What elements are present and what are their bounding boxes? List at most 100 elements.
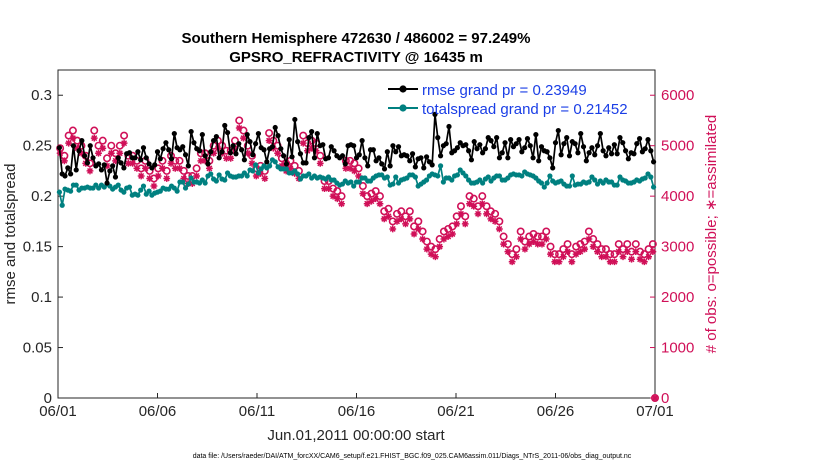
obs-possible-point: [648, 240, 657, 249]
rmse-point: [331, 148, 337, 154]
obs-assimilated-point: [564, 248, 571, 256]
totalspread-point: [586, 179, 592, 185]
y-tick-label: 0.1: [31, 289, 52, 306]
rmse-point: [107, 168, 113, 174]
obs-assimilated-point: [581, 245, 589, 253]
rmse-point: [645, 137, 651, 143]
obs-possible-point: [448, 222, 457, 231]
rmse-point: [589, 145, 595, 151]
footer-data-file: data file: /Users/raeder/DAI/ATM_forcXX/…: [193, 453, 632, 460]
obs-assimilated-point: [427, 250, 435, 258]
totalspread-point: [208, 171, 214, 177]
obs-possible-point: [491, 209, 500, 218]
line-series: [56, 111, 657, 208]
rmse-point: [362, 155, 368, 161]
rmse-point: [463, 142, 469, 148]
y2-tick-label: 3000: [661, 239, 694, 256]
rmse-point: [351, 143, 357, 149]
y-axis-left: 0 0.05 0.1 0.15 0.2 0.25 0.3: [23, 87, 63, 407]
obs-assimilated-point: [240, 134, 247, 142]
rmse-point: [390, 143, 396, 149]
rmse-point: [356, 152, 362, 158]
obs-assimilated-point: [513, 253, 520, 261]
obs-assimilated-point: [99, 144, 107, 152]
rmse-point: [575, 150, 581, 156]
rmse-point: [70, 143, 77, 149]
rmse-point: [454, 145, 461, 151]
rmse-point: [281, 153, 287, 159]
obs-assimilated-point: [534, 240, 542, 248]
obs-possible-point: [414, 217, 423, 226]
rmse-point: [320, 142, 326, 148]
y2-tick-label: 0: [661, 390, 669, 407]
y2-tick-label: 5000: [661, 138, 694, 155]
obs-assimilated-point: [124, 159, 132, 167]
obs-possible-point: [422, 237, 431, 246]
totalspread-point: [356, 179, 362, 185]
obs-possible-point: [559, 245, 568, 254]
rmse-point: [625, 156, 631, 162]
obs-assimilated-point: [261, 175, 269, 182]
totalspread-point: [351, 183, 357, 189]
rmse-point: [157, 156, 163, 162]
obs-possible-point: [333, 187, 342, 196]
obs-assimilated-point: [598, 253, 606, 261]
totalspread-point: [306, 171, 312, 177]
x-tick-label: 06/01: [39, 403, 77, 420]
rmse-point: [578, 130, 584, 137]
rmse-point: [407, 158, 413, 164]
rmse-point: [488, 138, 494, 144]
rmse-point: [233, 151, 239, 157]
rmse-point: [247, 139, 253, 145]
rmse-point: [76, 148, 82, 154]
rmse-point: [140, 145, 147, 151]
obs-assimilated-point: [615, 248, 623, 256]
rmse-point: [583, 158, 589, 164]
rmse-point: [561, 141, 567, 147]
rmse-point: [286, 137, 292, 143]
obs-possible-point: [90, 126, 99, 135]
rmse-point: [631, 151, 637, 157]
obs-assimilated-point: [602, 253, 610, 261]
legend: rmse grand pr = 0.23949 totalspread gran…: [388, 82, 628, 118]
obs-assimilated-point: [410, 230, 418, 238]
rmse-point: [437, 153, 444, 159]
rmse-point: [98, 167, 105, 173]
rmse-point: [213, 134, 219, 140]
obs-assimilated-point: [205, 165, 213, 172]
rmse-point: [208, 149, 214, 155]
obs-assimilated-point: [201, 157, 209, 165]
rmse-point: [412, 164, 418, 170]
obs-assimilated-point: [171, 165, 179, 172]
rmse-point: [289, 154, 295, 160]
obs-possible-point: [120, 131, 129, 140]
obs-assimilated-point: [436, 243, 444, 251]
rmse-point: [283, 161, 290, 167]
rmse-point: [555, 127, 561, 134]
obs-possible-point: [601, 245, 610, 254]
rmse-point: [572, 141, 578, 147]
rmse-point: [306, 135, 312, 141]
obs-assimilated-point: [235, 124, 243, 132]
rmse-point: [278, 146, 284, 152]
obs-assimilated-point: [231, 144, 239, 152]
totalspread-point: [146, 188, 152, 194]
obs-assimilated-point: [585, 235, 593, 243]
obs-assimilated-point: [547, 250, 554, 258]
rmse-point: [603, 153, 609, 159]
totalspread-point: [182, 185, 189, 191]
rmse-point: [180, 144, 186, 150]
obs-assimilated-point: [78, 149, 85, 157]
totalspread-point: [213, 178, 219, 184]
rmse-point: [65, 165, 71, 171]
rmse-point: [188, 128, 194, 135]
totalspread-point: [480, 180, 486, 186]
rmse-point: [519, 149, 525, 155]
rmse-point: [505, 155, 511, 161]
rmse-point: [594, 143, 601, 149]
rmse-point: [482, 146, 489, 152]
obs-assimilated-point: [419, 235, 426, 243]
totalspread-point: [255, 170, 262, 176]
legend-spread-marker: [399, 104, 407, 112]
obs-assimilated-point: [176, 165, 183, 172]
